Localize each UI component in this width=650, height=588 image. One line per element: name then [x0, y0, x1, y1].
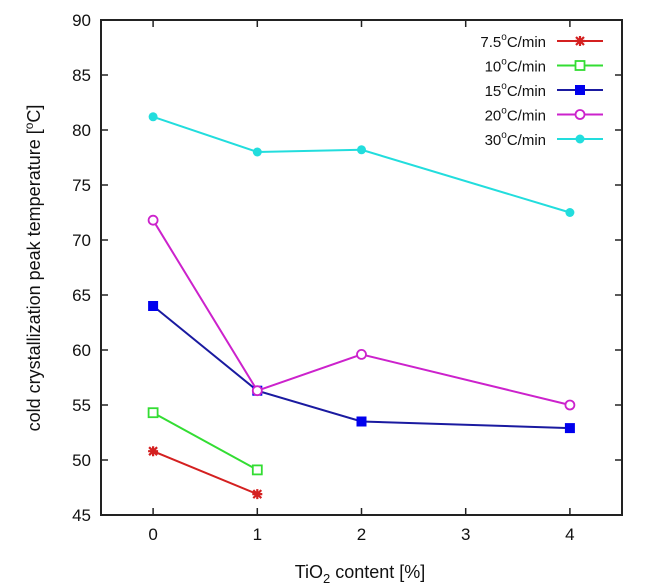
series-group [147, 112, 576, 500]
data-point [147, 407, 159, 419]
axis-ticks: 0 1 2 3 4 45 50 55 60 65 70 75 80 85 90 [72, 11, 622, 544]
legend-label: 30oC/min [485, 130, 546, 149]
legend-label: 7.5oC/min [480, 32, 546, 51]
y-tick-label: 50 [72, 451, 91, 470]
y-tick-label: 75 [72, 176, 91, 195]
data-point [575, 36, 585, 46]
y-tick-label: 60 [72, 341, 91, 360]
legend-item: 30oC/min [485, 130, 603, 149]
series-20 [147, 214, 576, 411]
data-point [564, 399, 576, 411]
series-line [152, 115, 571, 214]
data-point [356, 348, 367, 360]
y-tick-label: 85 [72, 66, 91, 85]
series-line [152, 219, 571, 406]
x-tick-label: 4 [565, 525, 574, 544]
y-tick-label: 90 [72, 11, 91, 30]
y-axis-title: cold crystallization peak temperature [o… [22, 105, 44, 432]
series-line [152, 305, 570, 430]
legend-item: 15oC/min [485, 81, 603, 100]
x-tick-label: 3 [461, 525, 470, 544]
data-point [565, 208, 575, 217]
data-point [148, 112, 158, 122]
legend-label: 15oC/min [485, 81, 546, 100]
legend-label: 20oC/min [485, 106, 546, 125]
data-point [252, 147, 262, 157]
series-line [152, 450, 258, 496]
x-tick-label: 0 [148, 525, 157, 544]
data-point [356, 416, 367, 427]
data-point [147, 214, 159, 226]
y-tick-label: 65 [72, 286, 91, 305]
data-point [574, 109, 586, 120]
data-point [252, 489, 263, 500]
data-point [357, 145, 366, 155]
series-10 [147, 407, 263, 476]
y-tick-label: 45 [72, 506, 91, 525]
legend-item: 10oC/min [485, 57, 603, 76]
data-point [575, 85, 585, 95]
series-7_5 [148, 446, 263, 500]
data-point [575, 134, 585, 144]
series-15 [148, 301, 575, 434]
y-tick-label: 70 [72, 231, 91, 250]
series-30 [148, 112, 575, 217]
y-tick-label: 80 [72, 121, 91, 140]
legend-label: 10oC/min [485, 57, 546, 76]
legend-item: 7.5oC/min [480, 32, 603, 51]
data-point [574, 60, 586, 71]
legend-item: 20oC/min [485, 106, 603, 125]
data-point [251, 385, 263, 397]
data-point [148, 301, 159, 311]
x-axis-title: TiO2 content [%] [295, 562, 426, 586]
y-tick-label: 55 [72, 396, 91, 415]
x-tick-label: 2 [357, 525, 366, 544]
legend: 7.5oC/min 10oC/min 15oC/min 20oC/min 30oC/mi… [480, 32, 603, 149]
data-point [251, 464, 263, 476]
data-point [148, 446, 159, 457]
series-line [152, 411, 258, 471]
x-tick-label: 1 [253, 525, 262, 544]
data-point [564, 423, 575, 434]
